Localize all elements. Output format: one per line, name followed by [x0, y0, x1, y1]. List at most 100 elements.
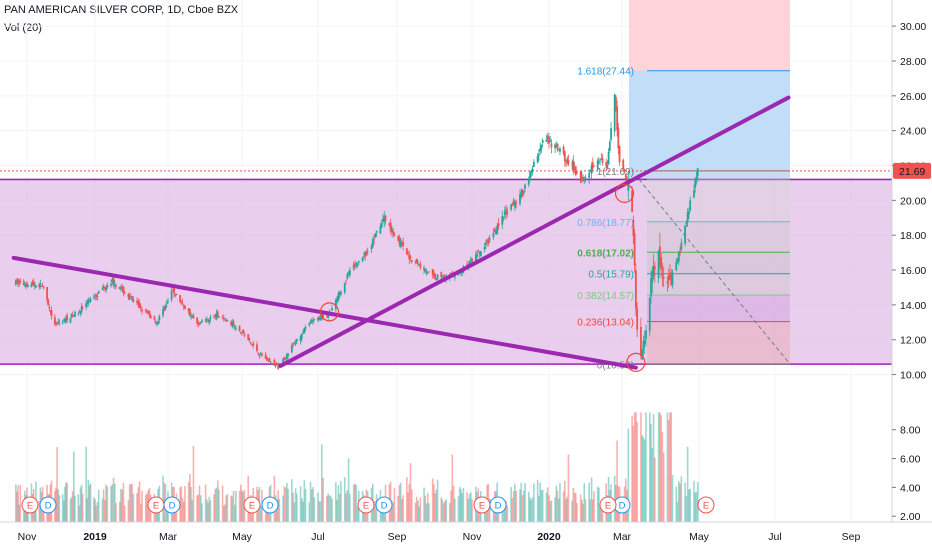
- candle-body: [155, 322, 158, 324]
- candle-body: [684, 225, 687, 244]
- candle-body: [696, 168, 699, 177]
- candle-body: [310, 320, 313, 322]
- candle-body: [164, 305, 167, 309]
- fib-band: [647, 170, 790, 222]
- candle-body: [56, 323, 58, 325]
- candle-body: [137, 301, 140, 305]
- candle-body: [181, 302, 184, 304]
- volume-bar: [293, 502, 296, 522]
- volume-bar: [392, 502, 394, 522]
- volume-indicator-label[interactable]: Vol (20): [4, 22, 42, 34]
- volume-bar: [192, 445, 195, 522]
- volume-bar: [139, 503, 142, 522]
- volume-bar: [431, 478, 434, 522]
- volume-bar: [38, 501, 41, 522]
- earnings-marker: [357, 496, 375, 514]
- volume-bar: [590, 477, 593, 522]
- candle-body: [33, 285, 36, 287]
- candle-body: [399, 241, 402, 247]
- candle-body: [87, 299, 90, 304]
- candle-body: [352, 264, 355, 269]
- candle-body: [479, 251, 482, 257]
- candle-body: [571, 163, 574, 165]
- volume-bar: [233, 504, 236, 522]
- volume-bar: [652, 414, 655, 522]
- volume-bar: [299, 486, 302, 522]
- volume-bar: [488, 498, 491, 522]
- candle-body: [671, 272, 674, 286]
- candle-body: [356, 264, 359, 266]
- candle-body: [355, 262, 358, 266]
- candle-body: [426, 272, 429, 274]
- candle-body: [539, 148, 542, 152]
- candle-body: [599, 159, 601, 161]
- volume-bar: [80, 484, 83, 522]
- candle-body: [414, 260, 417, 262]
- volume-bar: [444, 500, 446, 522]
- candle-body: [538, 154, 540, 156]
- candle-body: [616, 106, 619, 131]
- volume-bar: [530, 499, 533, 522]
- candle-body: [95, 294, 98, 297]
- candle-body: [285, 354, 288, 360]
- candle-body: [524, 184, 526, 189]
- candle-body: [488, 238, 491, 241]
- candle-body: [484, 242, 487, 245]
- candle-body: [661, 274, 664, 276]
- candle-body: [600, 159, 603, 160]
- volume-bar: [64, 486, 66, 522]
- candle-body: [326, 316, 328, 318]
- candle-body: [259, 353, 262, 355]
- candle-body: [293, 342, 296, 344]
- volume-bar: [688, 489, 690, 522]
- volume-bar: [679, 483, 681, 522]
- candle-body: [239, 332, 242, 334]
- candle-body: [184, 306, 186, 309]
- candle-body: [101, 288, 104, 290]
- candle-body: [408, 255, 411, 260]
- candle-body: [388, 223, 391, 226]
- candle-body: [334, 299, 337, 310]
- volume-bar: [132, 493, 135, 522]
- candle-body: [127, 294, 130, 298]
- volume-bar: [70, 496, 73, 522]
- candle-body: [146, 310, 148, 313]
- candle-body: [238, 325, 241, 332]
- candle-body: [460, 273, 462, 274]
- candle-body: [545, 139, 548, 142]
- volume-bar: [94, 499, 96, 522]
- volume-bar: [511, 497, 514, 522]
- candle-body: [269, 361, 272, 363]
- candle-body: [290, 345, 293, 353]
- candle-body: [112, 277, 115, 284]
- candle-body: [584, 177, 587, 179]
- earnings-marker: [599, 496, 617, 514]
- candle-body: [158, 316, 161, 321]
- volume-bar: [22, 501, 25, 522]
- volume-bar: [584, 499, 587, 522]
- candle-body: [115, 285, 117, 287]
- volume-bar: [685, 495, 688, 522]
- volume-bar: [111, 484, 114, 522]
- candle-body: [337, 292, 340, 300]
- candle-body: [86, 302, 89, 304]
- touch-point-circle: [626, 352, 646, 372]
- volume-bar: [572, 487, 575, 522]
- volume-bar: [283, 486, 286, 522]
- candle-body: [216, 311, 219, 318]
- candle-body: [304, 327, 307, 329]
- volume-bar: [510, 487, 512, 522]
- volume-bar: [588, 482, 590, 522]
- volume-bar: [613, 475, 616, 522]
- candle-body: [242, 329, 245, 333]
- candle-body: [70, 313, 73, 318]
- candle-body: [268, 358, 271, 362]
- volume-bar: [671, 475, 674, 522]
- candle-body: [650, 278, 652, 297]
- volume-bar: [327, 493, 329, 522]
- earnings-marker: [147, 496, 165, 514]
- volume-axis-label: 6.00: [900, 454, 921, 466]
- volume-bar: [452, 485, 455, 522]
- candle-body: [576, 172, 578, 174]
